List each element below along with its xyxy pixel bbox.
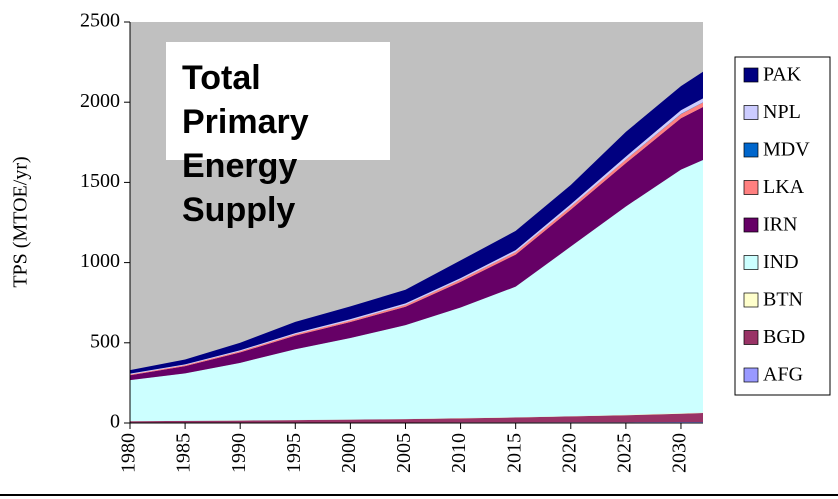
legend-swatch xyxy=(743,180,759,195)
legend-label: LKA xyxy=(763,176,805,198)
legend-swatch xyxy=(743,142,759,158)
chart-title: Total Primary Energy Supply xyxy=(166,42,390,229)
legend-label: IND xyxy=(763,251,799,273)
legend-swatch xyxy=(743,292,759,308)
x-tick-label: 2015 xyxy=(503,433,525,473)
legend-label: BTN xyxy=(763,289,803,311)
y-tick-label: 0 xyxy=(110,411,120,433)
x-tick-label: 1980 xyxy=(118,433,140,473)
x-tick-label: 1990 xyxy=(228,433,250,473)
legend-label: MDV xyxy=(763,139,810,161)
legend-swatch xyxy=(743,105,759,120)
y-axis-label: TPS (MTOE/yr) xyxy=(10,156,32,287)
x-tick-label: 2005 xyxy=(393,433,415,473)
y-tick-label: 1000 xyxy=(80,250,120,272)
legend-label: IRN xyxy=(763,214,797,236)
x-tick-label: 1995 xyxy=(283,433,305,473)
x-tick-label: 2000 xyxy=(338,433,360,473)
y-tick-label: 1500 xyxy=(80,170,120,192)
area xyxy=(130,413,703,423)
y-tick-label: 2000 xyxy=(80,90,120,112)
x-tick-label: 2010 xyxy=(448,433,470,473)
x-tick-label: 2030 xyxy=(669,433,691,473)
legend-swatch xyxy=(743,330,759,345)
x-tick-label: 1985 xyxy=(173,433,195,473)
legend-label: AFG xyxy=(763,364,803,386)
y-tick-label: 2500 xyxy=(80,10,120,32)
x-tick-label: 2025 xyxy=(613,433,635,473)
legend-label: BGD xyxy=(763,326,805,348)
x-tick-label: 2020 xyxy=(558,433,580,473)
legend-swatch xyxy=(743,367,759,383)
legend-swatch xyxy=(743,67,759,83)
legend-label: PAK xyxy=(763,64,802,86)
legend-swatch xyxy=(743,255,759,270)
legend-swatch xyxy=(743,217,759,233)
area xyxy=(130,159,703,422)
y-tick-label: 500 xyxy=(90,330,120,352)
legend-label: NPL xyxy=(763,101,801,123)
